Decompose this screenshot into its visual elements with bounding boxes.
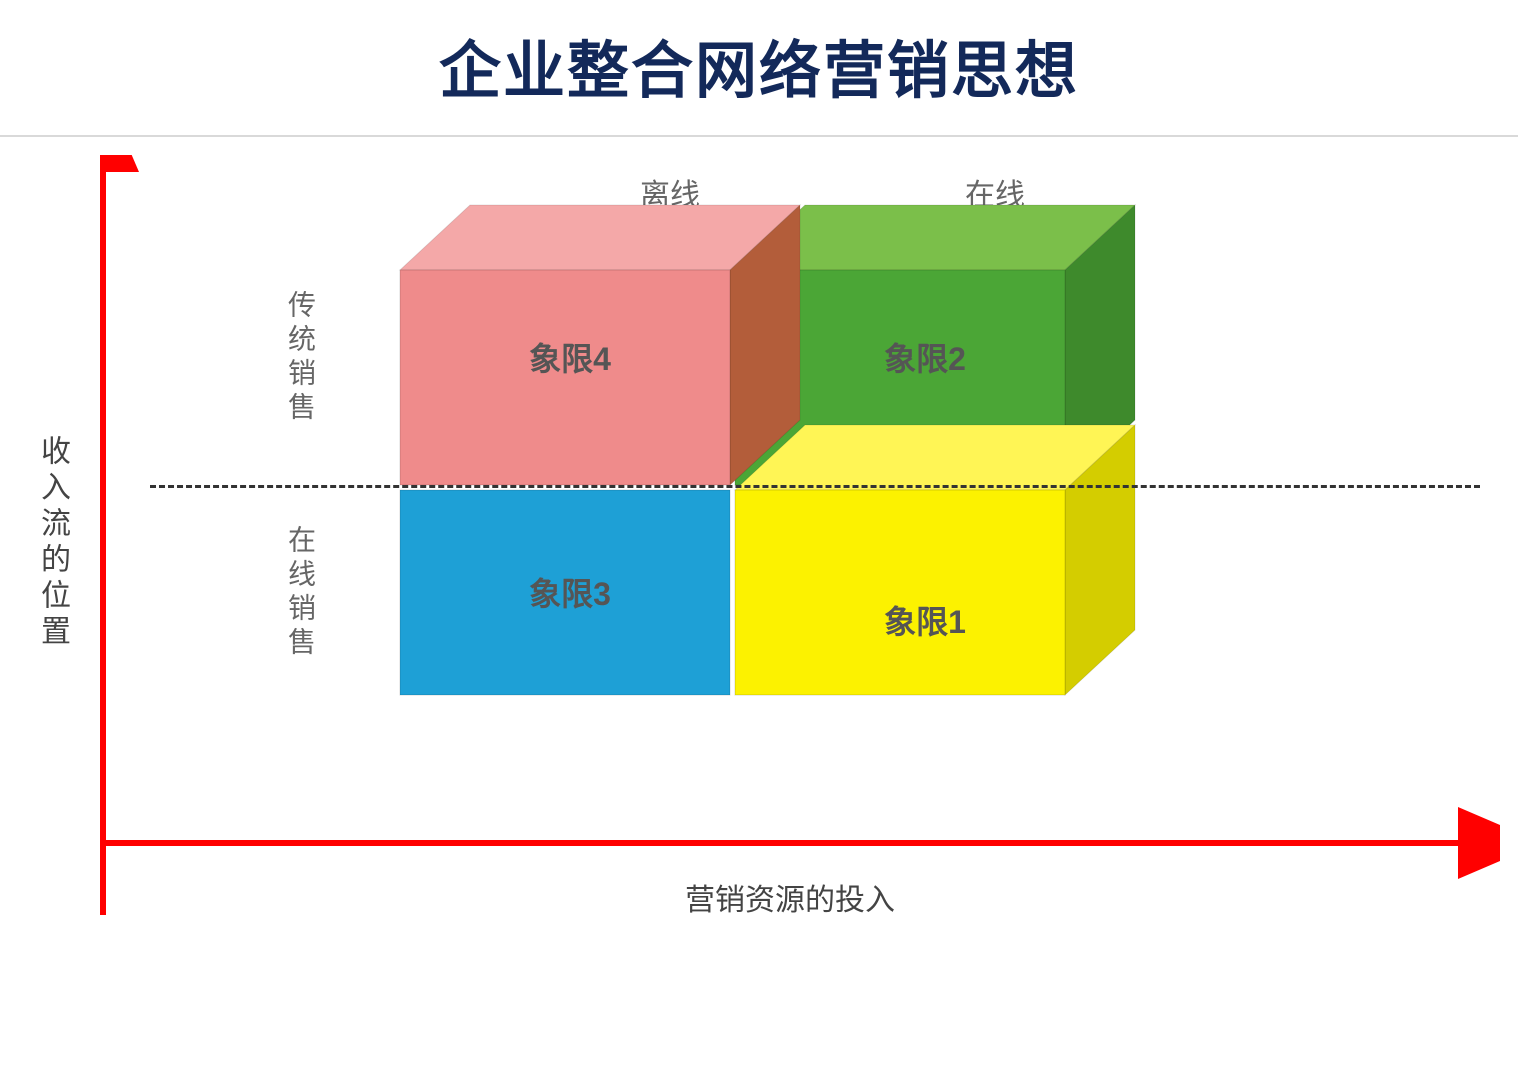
quadrant-1-block [735,425,1135,695]
quadrant-svg: 象限4 象限2 象限3 象限1 [100,155,1500,915]
horizontal-dashed-divider [150,485,1480,488]
quadrant-chart: 收入流的位置 离线 在线 传统销售 在线销售 [100,155,1480,935]
page-title: 企业整合网络营销思想 [0,20,1518,110]
y-axis-title: 收入流的位置 [30,435,74,651]
quadrant-1-label: 象限1 [884,604,966,640]
divider-line [0,135,1518,137]
x-axis-title: 营销资源的投入 [100,875,1480,919]
quadrant-4-label: 象限4 [529,341,611,377]
quadrant-2-label: 象限2 [884,341,966,377]
quadrant-3-label: 象限3 [529,576,611,612]
